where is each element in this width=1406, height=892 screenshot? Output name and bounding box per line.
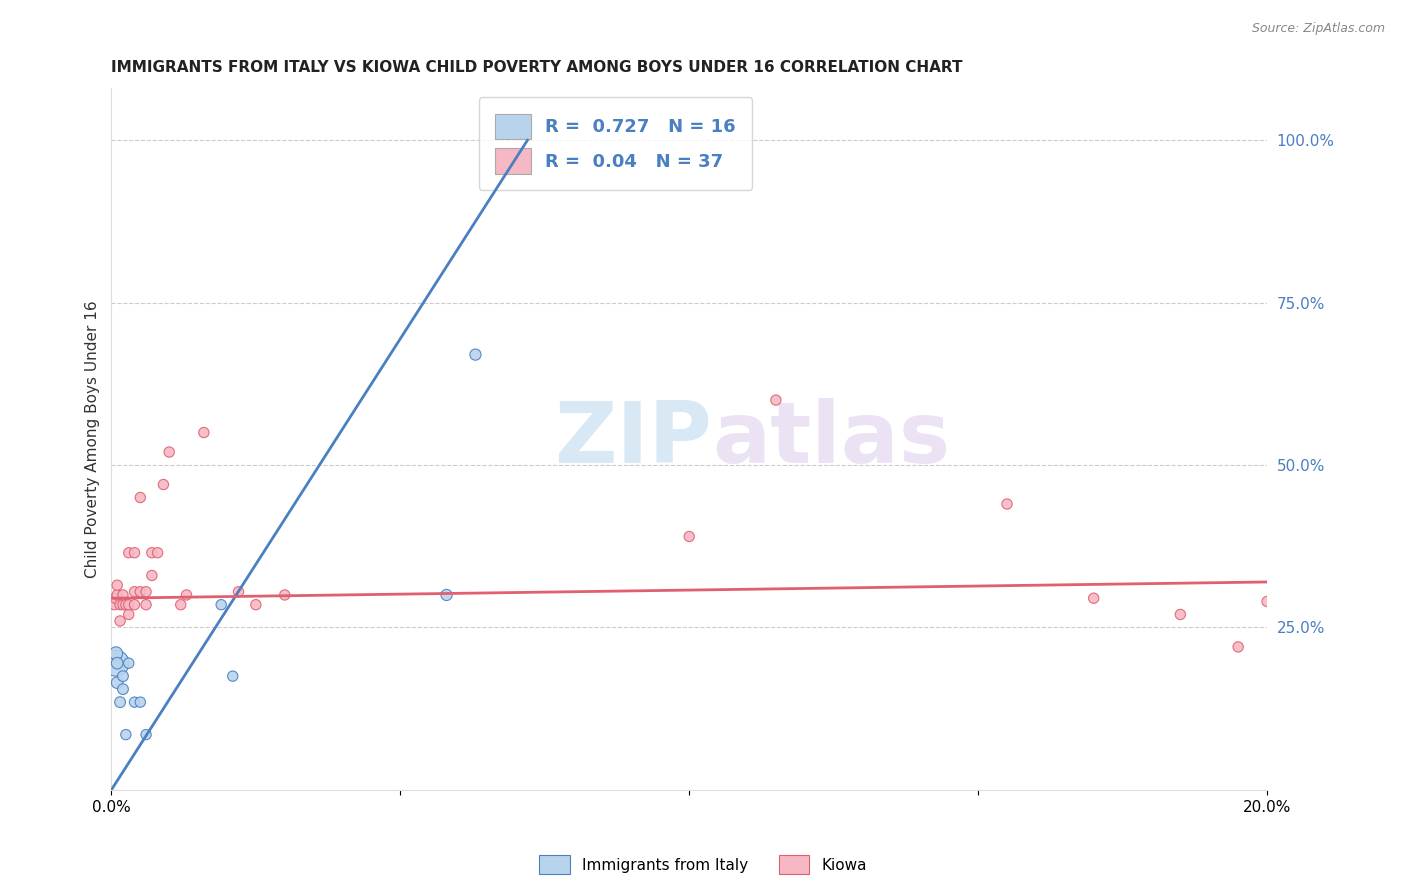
Point: [193, 425, 215, 440]
Point: [222, 669, 245, 683]
Point: [274, 588, 297, 602]
Point: [115, 598, 138, 612]
Point: [146, 546, 169, 560]
Text: ZIP: ZIP: [554, 398, 713, 481]
Point: [1083, 591, 1105, 606]
Point: [129, 584, 152, 599]
Point: [108, 695, 131, 709]
Point: [135, 584, 157, 599]
Point: [176, 588, 198, 602]
Point: [104, 591, 127, 606]
Point: [105, 675, 128, 690]
Point: [115, 728, 138, 742]
Point: [124, 584, 146, 599]
Point: [124, 598, 146, 612]
Point: [141, 546, 163, 560]
Text: Source: ZipAtlas.com: Source: ZipAtlas.com: [1251, 22, 1385, 36]
Y-axis label: Child Poverty Among Boys Under 16: Child Poverty Among Boys Under 16: [86, 301, 100, 578]
Point: [1170, 607, 1192, 622]
Point: [678, 529, 700, 543]
Point: [152, 477, 174, 491]
Point: [111, 682, 134, 697]
Text: atlas: atlas: [713, 398, 950, 481]
Point: [118, 607, 141, 622]
Point: [111, 669, 134, 683]
Point: [124, 695, 146, 709]
Point: [209, 598, 232, 612]
Point: [105, 578, 128, 592]
Point: [135, 598, 157, 612]
Legend: R =  0.727   N = 16, R =  0.04   N = 37: R = 0.727 N = 16, R = 0.04 N = 37: [478, 97, 752, 190]
Point: [245, 598, 267, 612]
Point: [124, 546, 146, 560]
Point: [111, 588, 134, 602]
Point: [765, 393, 787, 408]
Point: [995, 497, 1018, 511]
Point: [1256, 594, 1278, 608]
Point: [129, 695, 152, 709]
Point: [228, 584, 250, 599]
Point: [118, 598, 141, 612]
Point: [157, 445, 180, 459]
Point: [108, 614, 131, 628]
Legend: Immigrants from Italy, Kiowa: Immigrants from Italy, Kiowa: [533, 849, 873, 880]
Point: [105, 588, 128, 602]
Point: [141, 568, 163, 582]
Point: [108, 598, 131, 612]
Text: IMMIGRANTS FROM ITALY VS KIOWA CHILD POVERTY AMONG BOYS UNDER 16 CORRELATION CHA: IMMIGRANTS FROM ITALY VS KIOWA CHILD POV…: [111, 60, 963, 75]
Point: [464, 348, 486, 362]
Point: [105, 656, 128, 670]
Point: [129, 491, 152, 505]
Point: [118, 656, 141, 670]
Point: [111, 598, 134, 612]
Point: [118, 546, 141, 560]
Point: [105, 656, 128, 670]
Point: [135, 728, 157, 742]
Point: [170, 598, 193, 612]
Point: [103, 598, 125, 612]
Point: [436, 588, 458, 602]
Point: [1227, 640, 1250, 654]
Point: [105, 647, 128, 661]
